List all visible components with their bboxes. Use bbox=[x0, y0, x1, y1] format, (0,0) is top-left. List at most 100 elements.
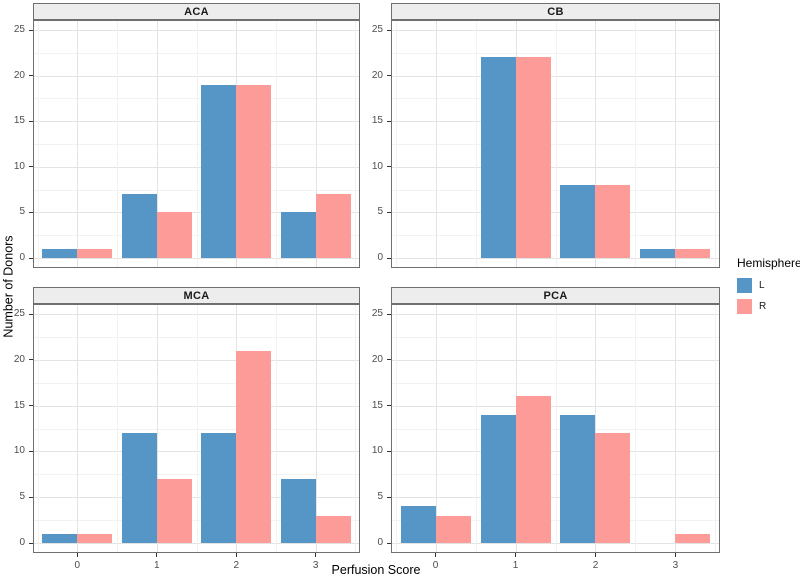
gridline-minor-h bbox=[34, 520, 359, 522]
bar-l-x2 bbox=[201, 433, 236, 543]
x-tick bbox=[315, 553, 317, 557]
gridline-major-h bbox=[34, 30, 359, 31]
y-tick-label: 25 bbox=[13, 24, 25, 35]
gridline-minor-v bbox=[715, 305, 716, 552]
gridline-major-h bbox=[34, 451, 359, 453]
gridline-minor-h bbox=[392, 52, 719, 54]
gridline-minor-v bbox=[635, 21, 636, 267]
gridline-minor-h bbox=[392, 336, 719, 338]
gridline-major-h bbox=[392, 359, 719, 361]
gridline-minor-v bbox=[396, 305, 397, 552]
gridline-minor-v bbox=[197, 305, 198, 552]
y-tick bbox=[387, 313, 391, 315]
gridline-major-h bbox=[392, 75, 719, 77]
facet-panel-mca bbox=[33, 304, 360, 553]
facet-strip-cb: CB bbox=[391, 3, 720, 20]
gridline-minor-h bbox=[34, 336, 359, 338]
gridline-major-h bbox=[34, 121, 359, 123]
gridline-minor-v bbox=[635, 305, 636, 552]
y-tick-label: 5 bbox=[19, 491, 25, 503]
y-tick bbox=[387, 359, 391, 361]
y-tick-label: 0 bbox=[19, 252, 25, 263]
bar-r-x1 bbox=[157, 212, 192, 258]
y-tick-label: 25 bbox=[13, 308, 25, 319]
x-tick-label: 3 bbox=[672, 560, 679, 571]
gridline-major-v bbox=[436, 21, 437, 267]
gridline-major-h bbox=[392, 543, 719, 544]
gridline-minor-v bbox=[355, 305, 356, 552]
gridline-major-h bbox=[392, 121, 719, 123]
gridline-major-h bbox=[34, 405, 359, 407]
y-tick bbox=[29, 496, 33, 498]
x-tick-label: 0 bbox=[432, 560, 439, 571]
bar-r-x1 bbox=[157, 479, 192, 543]
y-tick-label: 20 bbox=[371, 69, 383, 81]
gridline-major-v bbox=[77, 21, 78, 267]
y-tick bbox=[387, 211, 391, 213]
y-tick bbox=[387, 257, 391, 259]
bar-r-x3 bbox=[316, 194, 351, 258]
gridline-major-h bbox=[392, 166, 719, 168]
y-tick bbox=[29, 75, 33, 77]
gridline-major-h bbox=[34, 75, 359, 77]
y-tick-label: 20 bbox=[13, 69, 25, 81]
gridline-major-v bbox=[436, 305, 437, 552]
gridline-minor-h bbox=[34, 144, 359, 145]
x-tick-label: 3 bbox=[312, 560, 319, 571]
bar-r-x0 bbox=[77, 249, 112, 258]
gridline-minor-h bbox=[34, 98, 359, 100]
bar-r-x0 bbox=[436, 516, 471, 543]
gridline-minor-v bbox=[396, 21, 397, 267]
gridline-major-v bbox=[675, 305, 676, 552]
gridline-major-v bbox=[157, 21, 158, 267]
gridline-minor-v bbox=[38, 305, 39, 552]
gridline-major-h bbox=[392, 212, 719, 214]
gridline-minor-v bbox=[476, 305, 477, 552]
bar-r-x2 bbox=[595, 185, 630, 258]
x-tick bbox=[156, 553, 158, 557]
x-axis-title: Perfusion Score bbox=[331, 563, 421, 577]
y-tick-label: 15 bbox=[13, 115, 25, 127]
y-tick-label: 10 bbox=[13, 445, 25, 457]
bar-r-x3 bbox=[675, 534, 710, 543]
gridline-major-v bbox=[77, 305, 78, 552]
x-tick bbox=[674, 553, 676, 557]
facet-strip-label: MCA bbox=[183, 289, 210, 302]
bar-r-x3 bbox=[675, 249, 710, 258]
y-tick bbox=[29, 166, 33, 168]
facet-panel-aca bbox=[33, 20, 360, 268]
bar-l-x1 bbox=[481, 415, 516, 543]
gridline-minor-h bbox=[392, 189, 719, 191]
gridline-minor-v bbox=[556, 21, 557, 267]
y-tick-label: 15 bbox=[371, 115, 383, 127]
bar-r-x2 bbox=[595, 433, 630, 543]
x-tick-label: 2 bbox=[233, 560, 239, 571]
bar-r-x0 bbox=[77, 534, 112, 543]
gridline-major-v bbox=[595, 305, 596, 552]
x-tick-label: 1 bbox=[512, 560, 519, 571]
y-tick bbox=[29, 29, 33, 31]
facet-strip-label: PCA bbox=[543, 289, 568, 302]
bar-r-x2 bbox=[236, 351, 271, 543]
gridline-minor-v bbox=[556, 305, 557, 552]
y-tick-label: 0 bbox=[377, 252, 383, 263]
x-tick-label: 2 bbox=[592, 560, 599, 571]
facet-strip-label: ACA bbox=[184, 5, 209, 18]
y-tick bbox=[387, 120, 391, 122]
gridline-major-h bbox=[392, 314, 719, 315]
gridline-major-v bbox=[316, 21, 317, 267]
gridline-minor-h bbox=[34, 474, 359, 476]
gridline-major-h bbox=[392, 405, 719, 407]
legend-label: L bbox=[759, 280, 765, 291]
y-tick-label: 10 bbox=[371, 445, 383, 457]
y-tick bbox=[387, 166, 391, 168]
y-tick bbox=[29, 120, 33, 122]
gridline-minor-h bbox=[392, 520, 719, 522]
y-tick bbox=[387, 405, 391, 407]
y-tick bbox=[387, 450, 391, 452]
gridline-minor-h bbox=[392, 235, 719, 237]
gridline-minor-h bbox=[34, 235, 359, 237]
y-axis-title: Number of Donors bbox=[1, 235, 16, 338]
gridline-minor-v bbox=[355, 21, 356, 267]
